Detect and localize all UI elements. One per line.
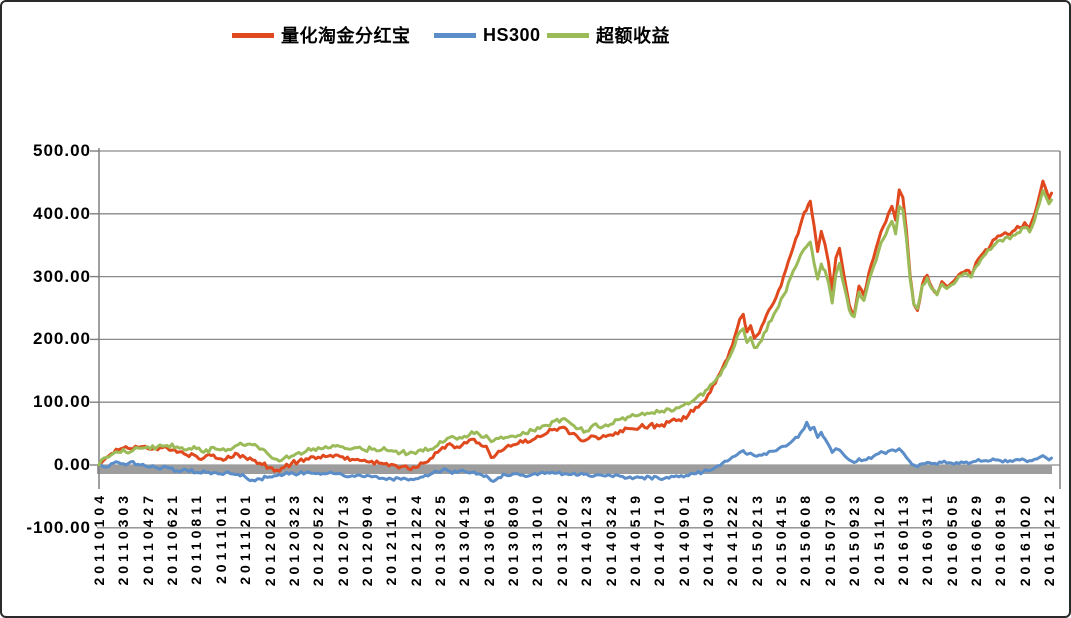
x-axis-tick-label: 20140324 <box>602 492 619 587</box>
y-axis-tick-label: 400.00 <box>33 203 91 223</box>
y-axis-tick-label: 0.00 <box>53 455 91 474</box>
x-axis-tick-label: 20130619 <box>480 492 497 587</box>
x-axis-tick-label: 20110427 <box>139 492 156 586</box>
legend-label-hs300: HS300 <box>483 24 541 45</box>
x-axis-tick-label: 20150730 <box>821 492 838 587</box>
x-axis-tick-label: 20121101 <box>383 492 400 586</box>
x-axis-tick-label: 20140123 <box>578 492 595 587</box>
zero-axis-band <box>97 464 1052 474</box>
x-axis-tick-label: 20120713 <box>334 492 351 587</box>
x-axis-tick-label: 20111201 <box>237 492 254 585</box>
legend: 量化淘金分红宝 HS300 超额收益 <box>2 2 1069 62</box>
x-axis-tick-label: 20140710 <box>651 492 668 587</box>
x-axis-tick-label: 20140901 <box>675 492 692 587</box>
x-axis-tick-label: 20151120 <box>870 492 887 586</box>
legend-label-excess: 超额收益 <box>596 26 670 46</box>
x-axis-tick-label: 20110303 <box>115 492 132 586</box>
blue-line-swatch-icon <box>434 32 476 38</box>
x-axis-tick-label: 20130225 <box>432 492 449 587</box>
x-axis-tick-label: 20140519 <box>626 492 643 587</box>
y-axis-tick-label: 100.00 <box>33 392 91 412</box>
x-axis-tick-label: 20110621 <box>164 492 181 586</box>
legend-label-fund: 量化淘金分红宝 <box>281 26 411 46</box>
x-axis-tick-label: 20141030 <box>700 492 716 587</box>
x-axis-tick-label: 20120323 <box>285 492 302 587</box>
x-axis-tick-label: 20111011 <box>212 492 229 584</box>
series-line-1 <box>97 420 1053 483</box>
series-line-0 <box>97 179 1053 473</box>
x-axis-tick-label: 20120201 <box>261 492 278 587</box>
legend-item-fund: 量化淘金分红宝 <box>232 22 411 48</box>
x-axis-tick-label: 20161020 <box>1016 492 1033 587</box>
x-axis-tick-label: 20110811 <box>188 492 205 585</box>
red-line-swatch-icon <box>232 32 274 38</box>
green-line-swatch-icon <box>547 32 589 38</box>
y-axis-tick-label: -100.00 <box>26 517 91 537</box>
x-axis-tick-label: 20150213 <box>748 492 765 587</box>
legend-item-excess: 超额收益 <box>547 22 670 48</box>
x-axis-tick-label: 20150923 <box>846 492 863 587</box>
x-axis-tick-label: 20131202 <box>553 492 570 587</box>
x-axis-tick-label: 20121224 <box>407 492 424 587</box>
x-axis-tick-label: 20160629 <box>967 492 984 587</box>
x-axis-tick-label: 20160505 <box>943 492 960 587</box>
series-line-2 <box>97 189 1053 467</box>
legend-item-hs300: HS300 <box>434 22 541 48</box>
x-axis-tick-label: 20160819 <box>992 492 1009 587</box>
x-axis-tick-label: 20110104 <box>91 492 107 586</box>
x-axis-tick-label: 20161212 <box>1041 492 1058 587</box>
x-axis-tick-label: 20160311 <box>919 492 936 586</box>
x-axis-tick-label: 20130809 <box>505 492 522 587</box>
x-axis-tick-label: 20141222 <box>724 492 741 587</box>
x-axis-tick-label: 20120522 <box>310 492 327 587</box>
x-axis-tick-label: 20120904 <box>358 492 375 587</box>
x-axis-tick-label: 20130419 <box>456 492 473 587</box>
x-axis-tick-label: 20160113 <box>894 492 911 586</box>
x-axis-tick-label: 20131010 <box>529 492 546 587</box>
y-axis-tick-label: 500.00 <box>33 141 91 160</box>
y-axis-tick-label: 200.00 <box>33 329 91 349</box>
y-axis-tick-label: 300.00 <box>33 266 91 286</box>
x-axis-tick-label: 20150415 <box>773 492 790 587</box>
x-axis-tick-label: 20150608 <box>797 492 814 587</box>
